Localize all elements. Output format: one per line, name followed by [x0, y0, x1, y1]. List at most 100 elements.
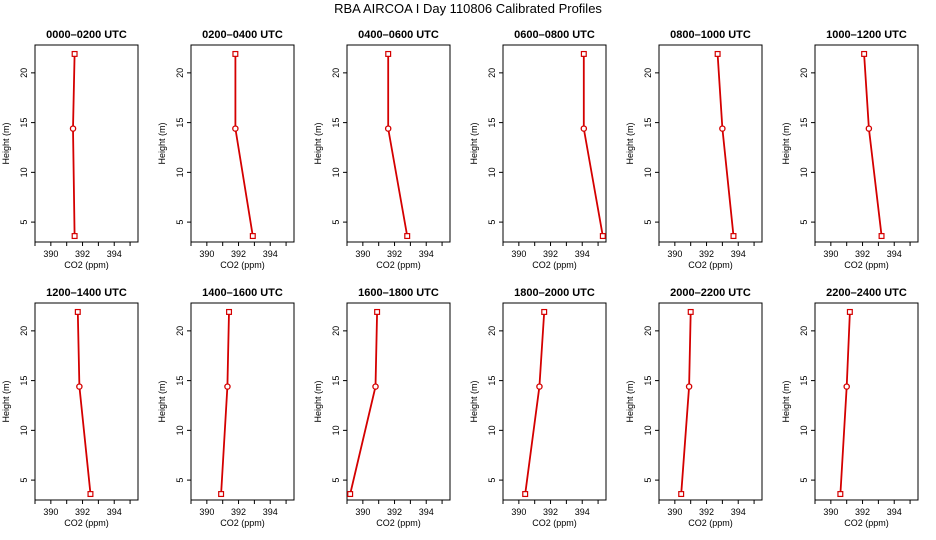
data-point — [384, 125, 392, 132]
data-point — [678, 491, 685, 498]
panel-title: 1200–1400 UTC — [46, 287, 127, 299]
y-tick-label: 20 — [643, 68, 653, 78]
x-tick-label: 394 — [887, 249, 902, 259]
data-point — [878, 233, 885, 240]
x-tick-label: 392 — [231, 249, 246, 259]
y-tick-label: 10 — [175, 167, 185, 177]
profile-line — [349, 311, 378, 495]
plot-frame — [190, 302, 295, 501]
plot-frame — [658, 302, 763, 501]
plot-frame — [814, 44, 919, 243]
data-point — [71, 50, 78, 57]
x-tick-label: 394 — [575, 249, 590, 259]
y-tick-label: 10 — [331, 425, 341, 435]
x-tick-label: 390 — [199, 507, 214, 517]
x-axis-label: CO2 (ppm) — [376, 518, 421, 528]
y-tick-label: 15 — [799, 118, 809, 128]
x-tick-label: 390 — [199, 249, 214, 259]
data-point — [580, 50, 587, 57]
y-axis-label: Height (m) — [469, 122, 479, 164]
x-tick-label: 394 — [263, 507, 278, 517]
y-tick-label: 15 — [487, 376, 497, 386]
x-axis-label: CO2 (ppm) — [220, 518, 265, 528]
profile-line — [72, 53, 76, 237]
x-axis-label: CO2 (ppm) — [532, 518, 577, 528]
y-tick-label: 10 — [643, 167, 653, 177]
y-tick-label: 15 — [331, 118, 341, 128]
x-tick-label: 390 — [511, 507, 526, 517]
panel-title: 0600–0800 UTC — [514, 29, 595, 41]
x-tick-label: 394 — [419, 249, 434, 259]
panel-title: 0800–1000 UTC — [670, 29, 751, 41]
data-point — [714, 50, 721, 57]
data-point — [372, 383, 379, 390]
x-tick-label: 394 — [731, 249, 746, 259]
data-point — [69, 125, 77, 132]
y-axis-label: Height (m) — [313, 380, 323, 422]
x-tick-label: 392 — [387, 507, 402, 517]
x-tick-label: 392 — [387, 249, 402, 259]
plot-frame — [346, 302, 451, 501]
plot-frame — [502, 302, 607, 501]
data-point — [719, 125, 726, 132]
y-axis-label: Height (m) — [1, 380, 11, 422]
panel-5: 0800–1000 UTC 390 392 394 5 10 15 20 CO2 (ppm) He… — [625, 29, 763, 270]
panel-3: 0400–0600 UTC 390 392 394 5 10 15 20 CO2 (ppm) He… — [313, 29, 451, 270]
y-tick-label: 20 — [799, 326, 809, 336]
x-tick-label: 394 — [107, 507, 122, 517]
y-tick-label: 15 — [19, 118, 29, 128]
y-tick-label: 5 — [175, 478, 185, 483]
panel-title: 0200–0400 UTC — [202, 29, 283, 41]
y-tick-label: 20 — [643, 326, 653, 336]
data-point — [374, 308, 381, 315]
data-point — [249, 233, 256, 240]
x-tick-label: 392 — [699, 507, 714, 517]
panel-title: 1800–2000 UTC — [514, 287, 595, 299]
y-tick-label: 15 — [643, 118, 653, 128]
x-tick-label: 394 — [419, 507, 434, 517]
y-tick-label: 5 — [487, 220, 497, 225]
data-point — [599, 233, 606, 240]
x-tick-label: 390 — [667, 249, 682, 259]
y-axis-label: Height (m) — [781, 122, 791, 164]
data-point — [522, 491, 529, 498]
y-tick-label: 15 — [175, 118, 185, 128]
x-axis-label: CO2 (ppm) — [376, 260, 421, 270]
data-point — [837, 491, 844, 498]
panel-10: 1800–2000 UTC 390 392 394 5 10 15 20 CO2 (ppm) He… — [469, 287, 607, 528]
data-point — [74, 308, 81, 315]
figure-title: RBA AIRCOA I Day 110806 Calibrated Profi… — [334, 1, 602, 16]
y-tick-label: 5 — [19, 478, 29, 483]
profile-line — [387, 54, 409, 237]
y-tick-label: 15 — [643, 376, 653, 386]
data-point — [730, 233, 737, 240]
panel-title: 1400–1600 UTC — [202, 287, 283, 299]
y-axis-label: Height (m) — [469, 380, 479, 422]
panel-12: 2200–2400 UTC 390 392 394 5 10 15 20 CO2 (ppm) He… — [781, 287, 919, 528]
y-tick-label: 5 — [331, 478, 341, 483]
panel-4: 0600–0800 UTC 390 392 394 5 10 15 20 CO2 (ppm) He… — [469, 29, 607, 270]
panel-title: 1000–1200 UTC — [826, 29, 907, 41]
panels-grid: 0000–0200 UTC 390 392 394 5 10 15 20 CO2 (ppm) He… — [1, 29, 919, 528]
y-tick-label: 10 — [487, 167, 497, 177]
panel-1: 0000–0200 UTC 390 392 394 5 10 15 20 CO2 (ppm) He… — [1, 29, 139, 270]
data-point — [87, 491, 94, 498]
y-tick-label: 10 — [19, 425, 29, 435]
x-axis-label: CO2 (ppm) — [220, 260, 265, 270]
x-tick-label: 392 — [855, 507, 870, 517]
data-point — [347, 491, 354, 498]
y-tick-label: 20 — [331, 326, 341, 336]
data-point — [224, 383, 231, 390]
data-point — [687, 308, 694, 315]
y-axis-label: Height (m) — [157, 380, 167, 422]
x-tick-label: 394 — [107, 249, 122, 259]
y-tick-label: 20 — [331, 68, 341, 78]
x-tick-label: 390 — [43, 249, 58, 259]
y-tick-label: 5 — [487, 478, 497, 483]
y-tick-label: 20 — [19, 68, 29, 78]
x-tick-label: 392 — [855, 249, 870, 259]
x-tick-label: 392 — [75, 507, 90, 517]
data-point — [685, 383, 693, 390]
data-point — [541, 308, 548, 315]
